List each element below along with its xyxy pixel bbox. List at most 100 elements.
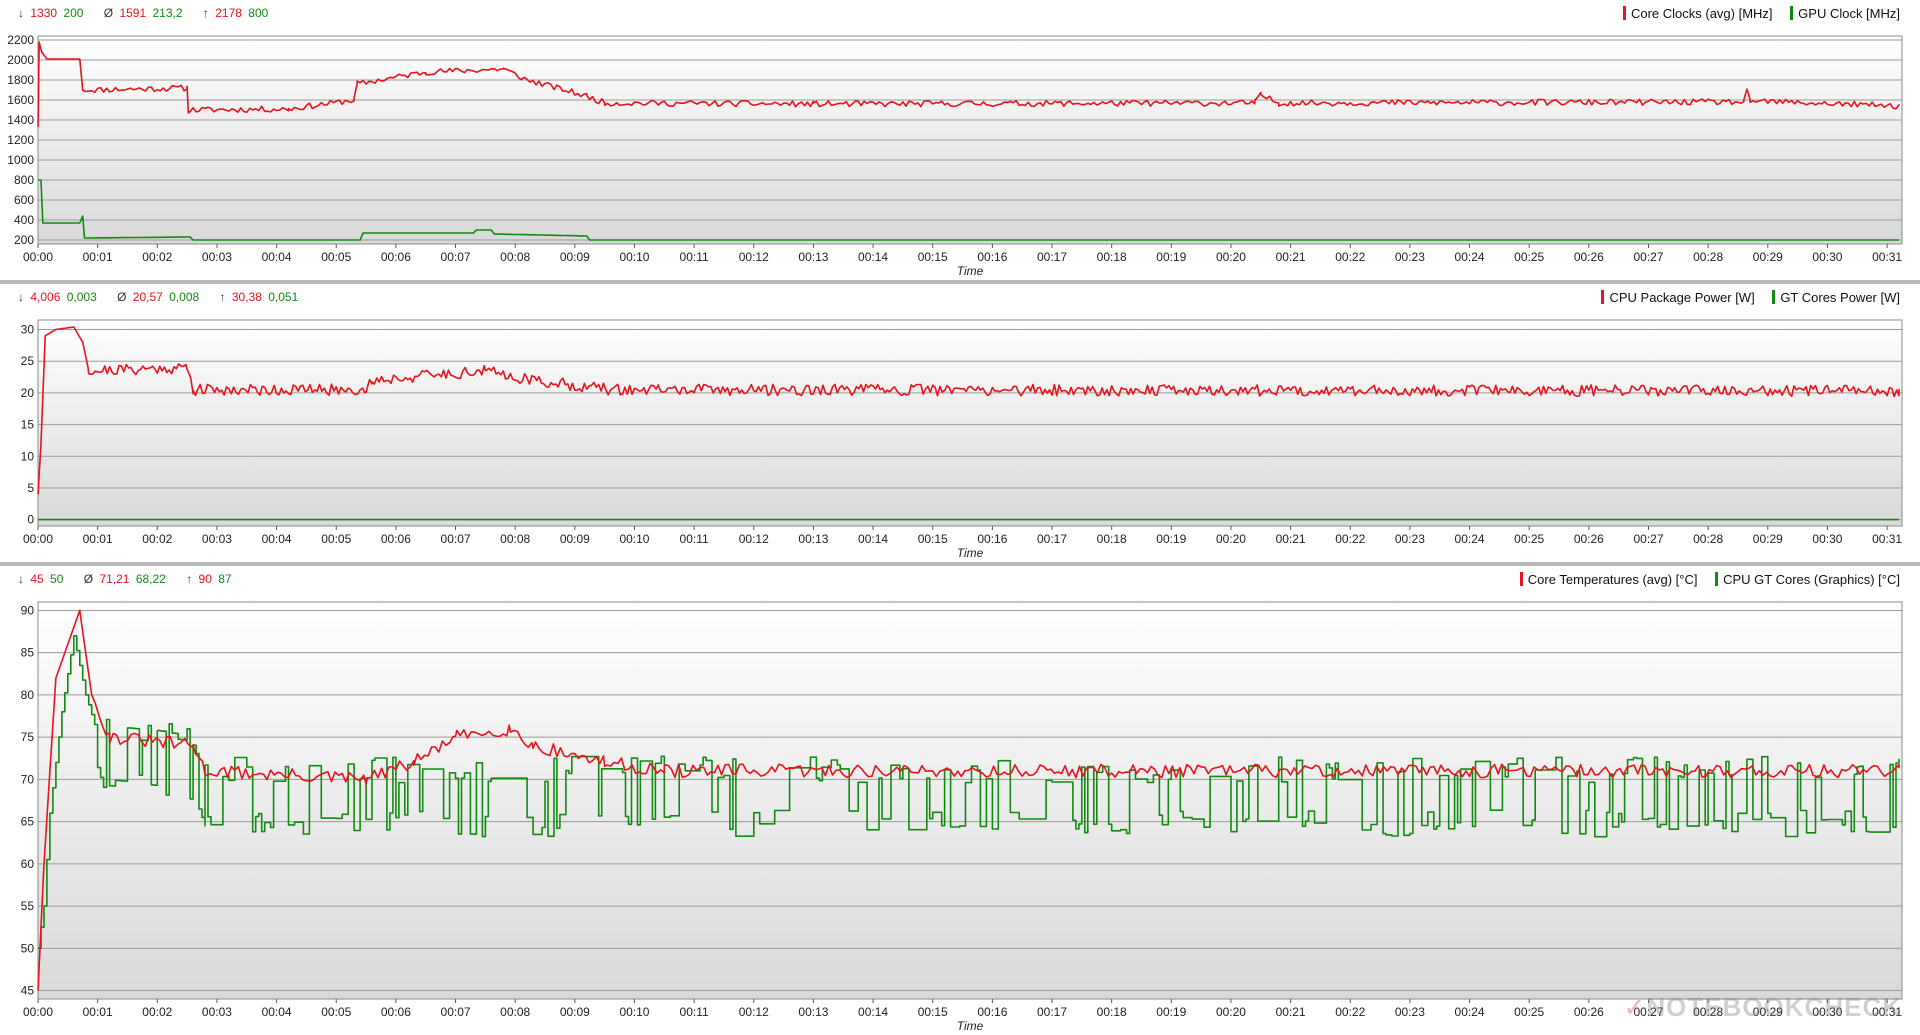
panel-divider [0, 562, 1920, 566]
y-tick-label: 800 [14, 173, 34, 187]
x-tick-label: 00:07 [441, 250, 471, 264]
x-tick-label: 00:27 [1633, 250, 1663, 264]
y-tick-label: 90 [21, 603, 35, 617]
x-tick-label: 00:23 [1395, 1005, 1425, 1019]
y-tick-label: 1400 [7, 113, 34, 127]
legend-item-core-temperatures: Core Temperatures (avg) [°C] [1519, 572, 1697, 587]
x-tick-label: 00:13 [798, 250, 828, 264]
x-tick-label: 00:19 [1156, 1005, 1186, 1019]
x-tick-label: 00:02 [142, 1005, 172, 1019]
x-tick-label: 00:07 [441, 1005, 471, 1019]
x-tick-label: 00:19 [1156, 532, 1186, 546]
x-tick-label: 00:16 [977, 532, 1007, 546]
x-tick-label: 00:11 [680, 1005, 709, 1019]
stats-bar: ↓ 1330 200 Ø 1591 213,2 ↑ 2178 800 [18, 6, 269, 20]
y-tick-label: 45 [21, 984, 35, 998]
y-tick-label: 1800 [7, 73, 34, 87]
x-tick-label: 00:15 [918, 532, 948, 546]
series-line-green [38, 179, 1899, 241]
x-tick-label: 00:29 [1753, 532, 1783, 546]
x-tick-label: 00:26 [1574, 532, 1604, 546]
x-tick-label: 00:13 [798, 532, 828, 546]
x-tick-label: 00:01 [83, 1005, 113, 1019]
y-tick-label: 5 [27, 481, 34, 495]
y-tick-label: 25 [21, 354, 35, 368]
x-tick-label: 00:16 [977, 1005, 1007, 1019]
clocks-line-chart: 200 400 600 800 1000 1200 1400 1600 1800 2000 2200… [7, 33, 1903, 278]
temperatures-line-chart: 45 50 55 60 65 70 75 80 85 90 00:00 00:01 00:02 00:03… [21, 601, 1903, 1033]
x-tick-label: 00:14 [858, 1005, 888, 1019]
x-tick-label: 00:02 [142, 250, 172, 264]
x-tick-label: 00:13 [798, 1005, 828, 1019]
x-tick-label: 00:26 [1574, 1005, 1604, 1019]
x-tick-label: 00:00 [23, 532, 53, 546]
x-tick-label: 00:05 [321, 1005, 351, 1019]
x-tick-label: 00:01 [83, 532, 113, 546]
x-tick-label: 00:12 [739, 250, 769, 264]
chart-legend: CPU Package Power [W] GT Cores Power [W] [1587, 290, 1900, 305]
x-tick-label: 00:09 [560, 250, 590, 264]
chart-panel-clocks: ↓ 1330 200 Ø 1591 213,2 ↑ 2178 800 Core … [0, 0, 1920, 280]
x-tick-label: 00:02 [142, 532, 172, 546]
x-tick-label: 00:11 [680, 532, 709, 546]
x-tick-label: 00:08 [500, 250, 530, 264]
x-tick-label: 00:03 [202, 250, 232, 264]
x-tick-label: 00:03 [202, 1005, 232, 1019]
y-tick-label: 2200 [7, 33, 34, 47]
chart-panel-temperatures: ↓ 45 50 Ø 71,21 68,22 ↑ 90 87 Core Tempe… [0, 566, 1920, 1035]
x-tick-label: 00:01 [83, 250, 113, 264]
series-line-red [37, 609, 1900, 991]
series-line-red [37, 41, 1900, 128]
y-tick-label: 70 [21, 772, 35, 786]
x-tick-label: 00:24 [1455, 250, 1485, 264]
y-tick-label: 80 [21, 688, 35, 702]
y-tick-label: 50 [21, 941, 35, 955]
x-tick-label: 00:22 [1335, 250, 1365, 264]
stats-bar: ↓ 4,006 0,003 Ø 20,57 0,008 ↑ 30,38 0,05… [18, 290, 299, 304]
x-tick-label: 00:06 [381, 532, 411, 546]
y-tick-label: 400 [14, 213, 34, 227]
x-tick-label: 00:28 [1693, 250, 1723, 264]
x-tick-label: 00:09 [560, 1005, 590, 1019]
power-line-chart: 0 5 10 15 20 25 30 00:00 00:01 00:02 00:03 00:04 00:… [21, 319, 1903, 560]
x-tick-label: 00:25 [1514, 250, 1544, 264]
legend-item-core-clocks: Core Clocks (avg) [MHz] [1622, 6, 1773, 21]
series-line-red [37, 326, 1900, 495]
x-tick-label: 00:06 [381, 1005, 411, 1019]
x-tick-label: 00:23 [1395, 532, 1425, 546]
x-tick-label: 00:22 [1335, 532, 1365, 546]
x-tick-label: 00:17 [1037, 1005, 1067, 1019]
y-tick-label: 20 [21, 386, 35, 400]
y-tick-label: 200 [14, 233, 34, 247]
x-tick-label: 00:05 [321, 532, 351, 546]
x-tick-label: 00:21 [1276, 532, 1306, 546]
legend-item-cpu-gt-cores: CPU GT Cores (Graphics) [°C] [1715, 572, 1900, 587]
x-tick-label: 00:04 [262, 532, 292, 546]
x-tick-label: 00:11 [680, 250, 709, 264]
x-tick-label: 00:07 [441, 532, 471, 546]
y-tick-label: 85 [21, 646, 35, 660]
chart-panel-power: ↓ 4,006 0,003 Ø 20,57 0,008 ↑ 30,38 0,05… [0, 284, 1920, 562]
y-tick-label: 0 [27, 513, 34, 527]
y-tick-label: 55 [21, 899, 35, 913]
x-tick-label: 00:18 [1097, 250, 1127, 264]
x-axis-label: Time [957, 264, 984, 278]
x-tick-label: 00:15 [918, 250, 948, 264]
x-tick-label: 00:17 [1037, 532, 1067, 546]
x-tick-label: 00:03 [202, 532, 232, 546]
y-tick-label: 10 [21, 449, 35, 463]
chart-legend: Core Clocks (avg) [MHz] GPU Clock [MHz] [1609, 6, 1900, 21]
y-tick-label: 600 [14, 193, 34, 207]
x-tick-label: 00:19 [1156, 250, 1186, 264]
x-tick-label: 00:21 [1276, 1005, 1306, 1019]
y-tick-label: 1000 [7, 153, 34, 167]
x-tick-label: 00:10 [619, 1005, 649, 1019]
plot-border [37, 319, 1903, 527]
y-tick-label: 65 [21, 815, 35, 829]
plot-area [38, 602, 1902, 999]
x-tick-label: 00:30 [1812, 250, 1842, 264]
x-axis-label: Time [957, 546, 984, 560]
x-tick-label: 00:14 [858, 250, 888, 264]
x-tick-label: 00:04 [262, 1005, 292, 1019]
x-tick-label: 00:18 [1097, 532, 1127, 546]
